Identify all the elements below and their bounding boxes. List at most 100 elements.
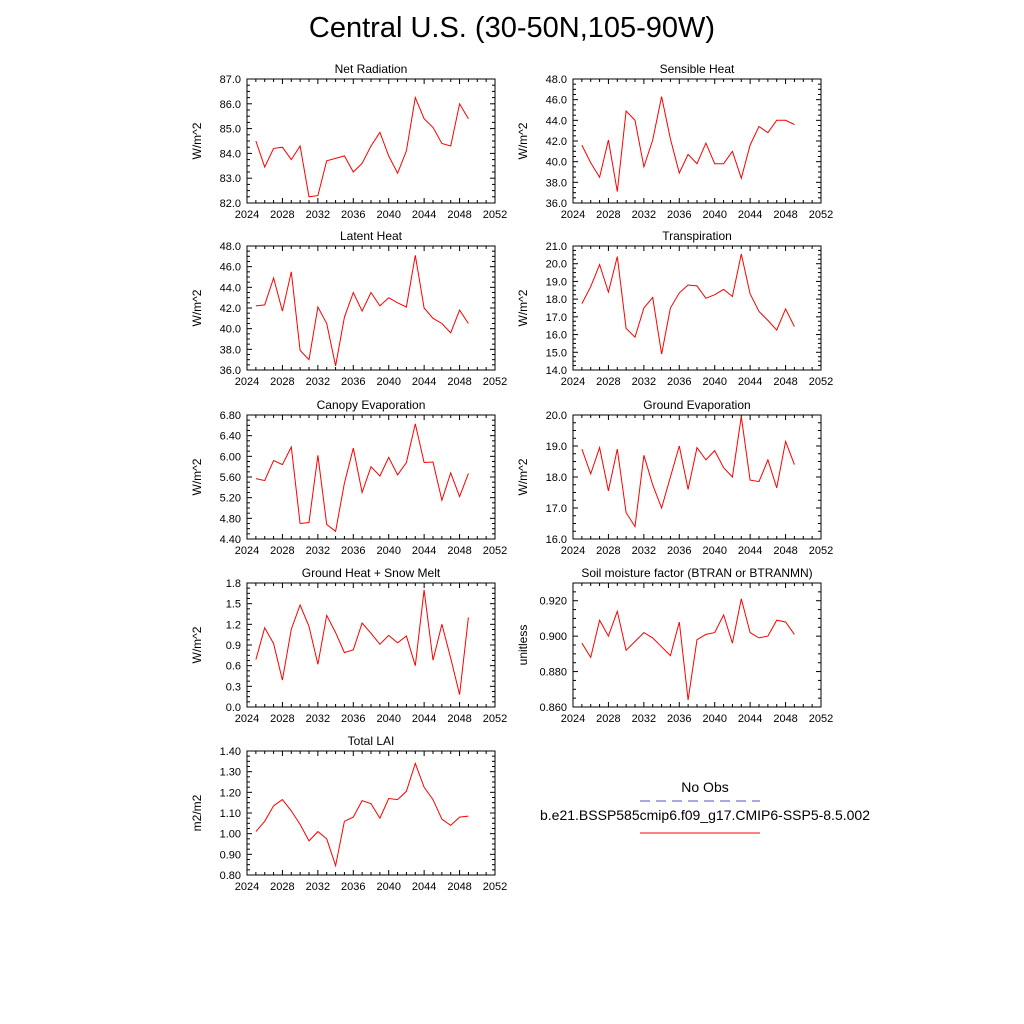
y-tick-label: 42.0: [546, 136, 567, 148]
y-tick-label: 1.2: [226, 619, 241, 631]
x-tick-label: 2028: [270, 881, 294, 893]
x-tick-label: 2028: [596, 713, 620, 725]
x-tick-label: 2048: [773, 209, 797, 221]
y-tick-label: 4.80: [220, 513, 241, 525]
y-tick-label: 0.920: [539, 596, 567, 608]
series-line: [255, 589, 469, 695]
legend-model: b.e21.BSSP585cmip6.f09_g17.CMIP6-SSP5-8.…: [520, 807, 890, 837]
panel-title: Ground Heat + Snow Melt: [302, 566, 441, 580]
plot-frame: [246, 750, 496, 876]
y-tick-label: 0.6: [226, 661, 241, 673]
y-tick-label: 5.20: [220, 493, 241, 505]
x-tick-label: 2024: [235, 545, 259, 557]
x-tick-label: 2048: [773, 545, 797, 557]
panel-title: Ground Evaporation: [643, 398, 750, 412]
y-tick-label: 0.860: [539, 702, 567, 714]
y-tick-label: 0.3: [226, 681, 241, 693]
legend-obs-line: [640, 800, 760, 802]
x-tick-label: 2024: [235, 881, 259, 893]
x-tick-label: 2040: [702, 545, 726, 557]
plot-frame: [572, 582, 822, 708]
panel-title: Sensible Heat: [660, 62, 735, 76]
plot-frame: [246, 78, 496, 204]
x-tick-label: 2024: [235, 209, 259, 221]
x-tick-label: 2036: [341, 209, 365, 221]
x-tick-label: 2044: [738, 209, 762, 221]
x-tick-label: 2052: [483, 545, 507, 557]
panel-8: Total LAI m2/m2 2024 2028 2032 2036 2040 2044 20…: [190, 734, 507, 893]
x-tick-label: 2036: [667, 376, 691, 388]
y-tick-label: 17.0: [546, 503, 567, 515]
y-tick-label: 44.0: [546, 115, 567, 127]
series-line: [255, 423, 469, 533]
y-axis-label: W/m^2: [190, 458, 204, 495]
y-tick-label: 0.90: [220, 849, 241, 861]
y-tick-label: 40.0: [220, 324, 241, 336]
plot-frame: [572, 245, 822, 371]
y-axis-label: m2/m2: [190, 794, 204, 831]
x-tick-label: 2024: [235, 376, 259, 388]
panel-6: Ground Heat + Snow Melt W/m^2 2024 2028 2032…: [190, 566, 507, 725]
y-tick-label: 21.0: [546, 241, 567, 253]
series-line: [255, 761, 469, 868]
y-tick-label: 18.0: [546, 472, 567, 484]
y-tick-label: 46.0: [220, 262, 241, 274]
legend-obs-label: No Obs: [681, 779, 729, 795]
x-tick-label: 2032: [306, 881, 330, 893]
x-tick-label: 2052: [809, 376, 833, 388]
y-tick-label: 20.0: [546, 259, 567, 271]
panel-title: Transpiration: [662, 229, 732, 243]
x-tick-label: 2040: [376, 545, 400, 557]
x-tick-label: 2040: [376, 881, 400, 893]
x-tick-label: 2024: [561, 545, 585, 557]
y-tick-label: 1.20: [220, 787, 241, 799]
y-tick-label: 19.0: [546, 441, 567, 453]
x-tick-label: 2036: [341, 713, 365, 725]
y-tick-label: 5.60: [220, 472, 241, 484]
panel-2: Latent Heat W/m^2 2024 2028 2032 2036 2040 2044…: [190, 229, 507, 388]
y-tick-label: 1.40: [220, 746, 241, 758]
x-tick-label: 2036: [667, 209, 691, 221]
plot-frame: [246, 245, 496, 371]
x-tick-label: 2044: [738, 713, 762, 725]
panel-title: Soil moisture factor (BTRAN or BTRANMN): [581, 566, 812, 580]
series-line: [255, 255, 469, 367]
y-tick-label: 18.0: [546, 294, 567, 306]
y-tick-label: 82.0: [220, 198, 241, 210]
x-tick-label: 2032: [306, 376, 330, 388]
y-tick-label: 85.0: [220, 124, 241, 136]
plot-frame: [572, 78, 822, 204]
y-tick-label: 36.0: [220, 365, 241, 377]
x-tick-label: 2032: [632, 376, 656, 388]
y-tick-label: 4.40: [220, 534, 241, 546]
y-tick-label: 84.0: [220, 148, 241, 160]
series-line: [581, 416, 795, 529]
x-tick-label: 2052: [483, 881, 507, 893]
panel-title: Net Radiation: [335, 62, 408, 76]
panel-title: Total LAI: [348, 734, 395, 748]
panel-title: Canopy Evaporation: [317, 398, 426, 412]
y-tick-label: 16.0: [546, 330, 567, 342]
x-tick-label: 2052: [809, 545, 833, 557]
y-tick-label: 36.0: [546, 198, 567, 210]
y-tick-label: 6.80: [220, 410, 241, 422]
x-tick-label: 2032: [632, 545, 656, 557]
panel-0: Net Radiation W/m^2 2024 2028 2032 2036 2040 20…: [190, 62, 507, 221]
panel-1: Sensible Heat W/m^2 2024 2028 2032 2036 2040 20…: [516, 62, 833, 221]
x-tick-label: 2044: [412, 545, 436, 557]
y-axis-label: W/m^2: [516, 122, 530, 159]
x-tick-label: 2052: [809, 713, 833, 725]
y-tick-label: 46.0: [546, 95, 567, 107]
x-tick-label: 2048: [447, 376, 471, 388]
x-tick-label: 2044: [412, 881, 436, 893]
x-tick-label: 2052: [809, 209, 833, 221]
y-tick-label: 1.00: [220, 829, 241, 841]
y-tick-label: 15.0: [546, 347, 567, 359]
y-tick-label: 6.40: [220, 431, 241, 443]
panel-4: Canopy Evaporation W/m^2 2024 2028 2032 2036 2…: [190, 398, 507, 557]
x-tick-label: 2044: [412, 376, 436, 388]
x-tick-label: 2028: [270, 713, 294, 725]
y-tick-label: 42.0: [220, 303, 241, 315]
y-tick-label: 0.880: [539, 667, 567, 679]
x-tick-label: 2024: [235, 713, 259, 725]
